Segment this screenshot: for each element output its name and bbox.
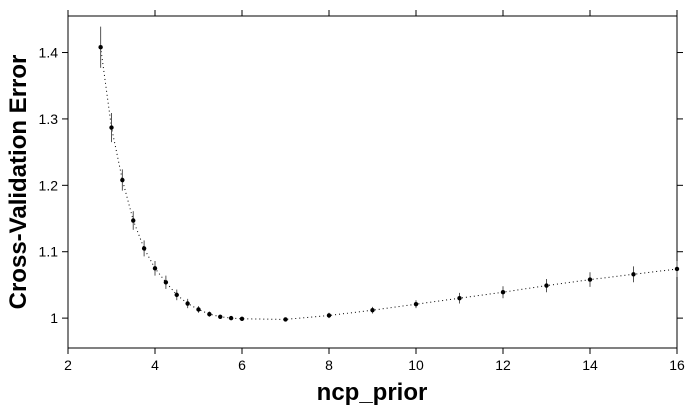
x-tick-label: 14 — [582, 357, 598, 373]
data-point — [152, 266, 158, 271]
data-point — [196, 307, 201, 312]
x-tick-label: 4 — [151, 357, 159, 373]
data-point — [370, 307, 375, 313]
x-axis-title: ncp_prior — [317, 379, 428, 406]
y-tick-label: 1.3 — [39, 111, 59, 127]
data-point — [120, 177, 125, 183]
data-point — [239, 316, 245, 321]
y-axis: 1 1.1 1.2 1.3 1.4 — [39, 45, 683, 326]
data-point — [207, 311, 212, 317]
data-point — [228, 315, 234, 321]
data-point — [131, 218, 136, 223]
data-point — [163, 280, 169, 285]
data-point — [283, 317, 288, 322]
x-tick-label: 16 — [669, 357, 685, 373]
data-point — [674, 266, 680, 272]
data-point — [109, 125, 114, 130]
y-tick-label: 1.4 — [39, 45, 59, 61]
y-tick-label: 1.1 — [39, 244, 59, 260]
x-axis: 2 4 6 8 10 12 14 16 — [64, 10, 685, 373]
data-point — [587, 277, 593, 282]
data-point — [631, 272, 636, 277]
data-points — [98, 26, 680, 322]
data-point — [218, 314, 223, 319]
y-axis-title: Cross-Validation Error — [5, 55, 32, 310]
data-point — [457, 296, 462, 301]
data-point — [174, 292, 179, 298]
data-point — [413, 301, 419, 307]
data-point — [141, 246, 147, 251]
data-point — [500, 290, 506, 295]
x-tick-label: 2 — [64, 357, 72, 373]
data-point — [326, 313, 332, 318]
plot-frame — [67, 15, 678, 349]
y-tick-label: 1.2 — [39, 177, 59, 193]
x-tick-label: 10 — [408, 357, 424, 373]
data-point — [98, 45, 103, 50]
x-tick-label: 8 — [325, 357, 333, 373]
data-point — [544, 283, 549, 288]
series-line — [100, 47, 678, 320]
data-point — [185, 301, 190, 306]
x-tick-label: 12 — [495, 357, 511, 373]
x-tick-label: 6 — [238, 357, 246, 373]
y-tick-label: 1 — [50, 310, 58, 326]
